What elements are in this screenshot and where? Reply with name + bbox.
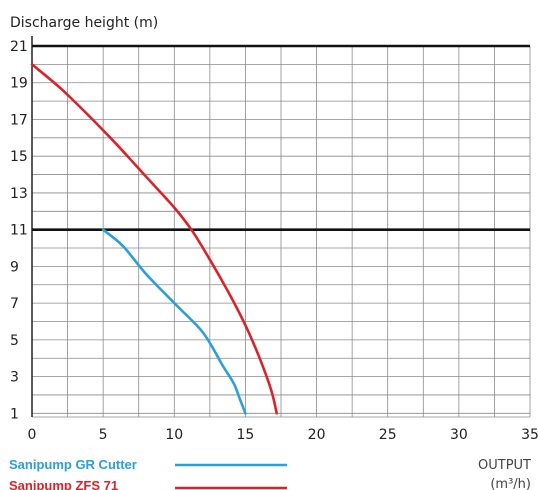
x-tick-label: 25	[379, 427, 397, 443]
x-tick-labels: 0 5 10 15 20 25 30 35	[28, 427, 538, 443]
y-tick-label: 1	[10, 406, 19, 422]
series-lines	[30, 63, 278, 415]
y-axis-title: Discharge height (m)	[10, 15, 158, 31]
y-tick-label: 13	[10, 186, 28, 202]
y-tick-label: 7	[10, 296, 19, 312]
series-line-0	[101, 228, 247, 415]
legend: Sanipump GR Cutter Sanipump ZFS 71	[9, 457, 287, 490]
y-tick-label: 17	[10, 112, 28, 128]
reference-lines	[32, 44, 530, 231]
x-tick-label: 15	[237, 427, 255, 443]
y-tick-label: 9	[10, 259, 19, 275]
y-tick-label: 21	[10, 39, 28, 55]
y-tick-label: 11	[10, 223, 28, 239]
legend-label-gr-cutter: Sanipump GR Cutter	[9, 457, 137, 472]
y-tick-label: 15	[10, 149, 28, 165]
x-tick-label: 5	[99, 427, 108, 443]
y-tick-label: 5	[10, 333, 19, 349]
x-tick-label: 30	[450, 427, 468, 443]
x-tick-label: 0	[28, 427, 37, 443]
legend-label-zfs-71: Sanipump ZFS 71	[9, 478, 118, 490]
x-axis-unit: (m³/h)	[490, 477, 531, 490]
x-tick-label: 10	[165, 427, 183, 443]
x-axis-title: OUTPUT	[478, 458, 531, 473]
x-tick-label: 35	[521, 427, 538, 443]
series-line-1	[30, 63, 278, 415]
y-tick-label: 3	[10, 370, 19, 386]
y-tick-label: 19	[10, 76, 28, 92]
x-tick-label: 20	[308, 427, 326, 443]
